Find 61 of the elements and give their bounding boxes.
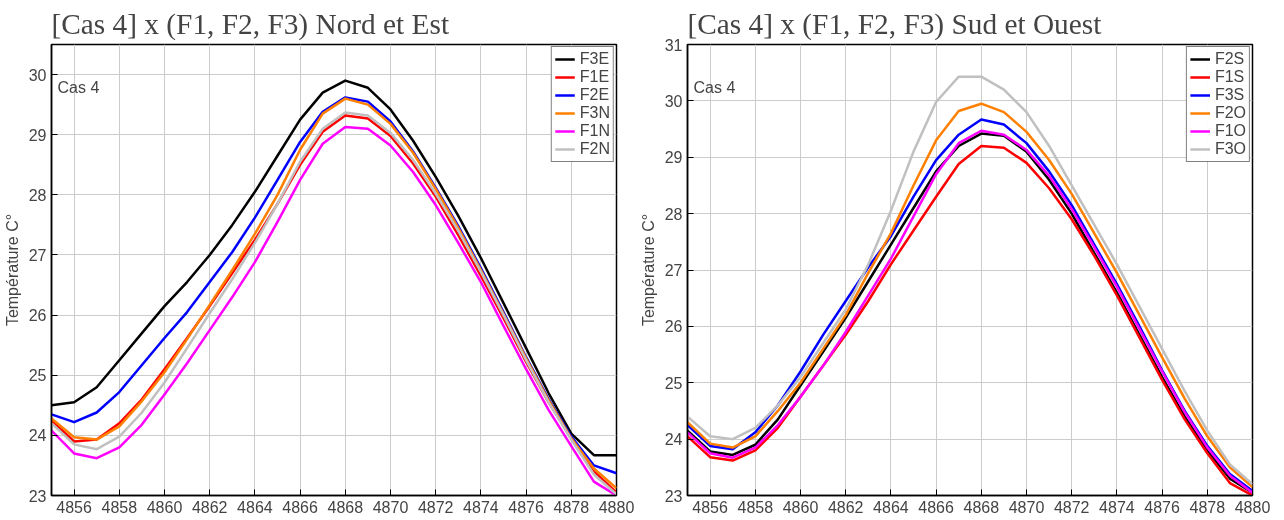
y-tick-label: 27 xyxy=(28,246,47,264)
y-axis-title: Température C° xyxy=(3,213,21,327)
x-tick-label: 4874 xyxy=(1099,498,1135,516)
x-tick-label: 4866 xyxy=(282,498,318,516)
x-tick-label: 4864 xyxy=(237,498,273,516)
annotation: Cas 4 xyxy=(693,78,736,96)
legend-label: F1N xyxy=(579,122,610,140)
legend-label: F3E xyxy=(579,50,610,68)
y-tick-label: 26 xyxy=(28,307,47,325)
x-tick-label: 4876 xyxy=(1144,498,1180,516)
x-tick-label: 4878 xyxy=(553,498,590,516)
x-tick-label: 4878 xyxy=(1189,498,1226,516)
y-tick-label: 29 xyxy=(28,126,47,144)
x-tick-label: 4872 xyxy=(417,498,454,516)
y-tick-label: 27 xyxy=(664,262,683,279)
x-tick-label: 4860 xyxy=(146,498,183,516)
legend-label: F1O xyxy=(1214,122,1246,140)
y-tick-label: 28 xyxy=(28,186,47,204)
y-tick-label: 23 xyxy=(664,487,683,505)
x-tick-label: 4862 xyxy=(191,498,228,516)
y-tick-label: 28 xyxy=(664,205,683,223)
y-tick-label: 24 xyxy=(664,431,683,449)
y-tick-label: 23 xyxy=(28,487,47,505)
x-tick-label: 4880 xyxy=(1234,498,1271,516)
x-tick-label: 4868 xyxy=(963,498,1000,516)
x-tick-label: 4874 xyxy=(463,498,499,516)
legend-label: F2N xyxy=(579,140,610,158)
x-tick-label: 4856 xyxy=(692,498,728,516)
legend-label: F3O xyxy=(1214,140,1246,158)
x-tick-label: 4862 xyxy=(827,498,864,516)
legend-label: F2E xyxy=(579,86,610,104)
y-tick-label: 26 xyxy=(664,318,683,336)
legend-label: F2S xyxy=(1214,50,1245,68)
x-tick-label: 4864 xyxy=(873,498,909,516)
x-tick-label: 4866 xyxy=(918,498,954,516)
y-tick-label: 29 xyxy=(664,149,683,167)
x-tick-label: 4860 xyxy=(782,498,819,516)
x-tick-label: 4870 xyxy=(372,498,409,516)
x-tick-label: 4856 xyxy=(56,498,92,516)
x-tick-label: 4870 xyxy=(1008,498,1045,516)
x-tick-label: 4868 xyxy=(327,498,364,516)
x-tick-label: 4880 xyxy=(598,498,635,516)
chart-title: [Cas 4] x (F1, F2, F3) Nord et Est xyxy=(51,7,450,41)
chart-title: [Cas 4] x (F1, F2, F3) Sud et Ouest xyxy=(687,7,1102,41)
y-tick-label: 25 xyxy=(664,374,683,392)
x-tick-label: 4858 xyxy=(737,498,774,516)
legend-label: F1E xyxy=(579,68,610,86)
y-tick-label: 24 xyxy=(28,427,47,445)
x-tick-label: 4872 xyxy=(1053,498,1090,516)
y-tick-label: 30 xyxy=(664,92,683,110)
legend-label: F2O xyxy=(1214,104,1246,122)
annotation: Cas 4 xyxy=(57,78,100,96)
legend-label: F1S xyxy=(1214,68,1245,86)
y-tick-label: 25 xyxy=(28,367,47,385)
x-tick-label: 4858 xyxy=(101,498,138,516)
y-axis-title: Température C° xyxy=(639,213,657,327)
legend-label: F3N xyxy=(579,104,610,122)
x-tick-label: 4876 xyxy=(508,498,544,516)
y-tick-label: 30 xyxy=(28,66,47,84)
legend-label: F3S xyxy=(1214,86,1245,104)
y-tick-label: 31 xyxy=(664,36,683,54)
